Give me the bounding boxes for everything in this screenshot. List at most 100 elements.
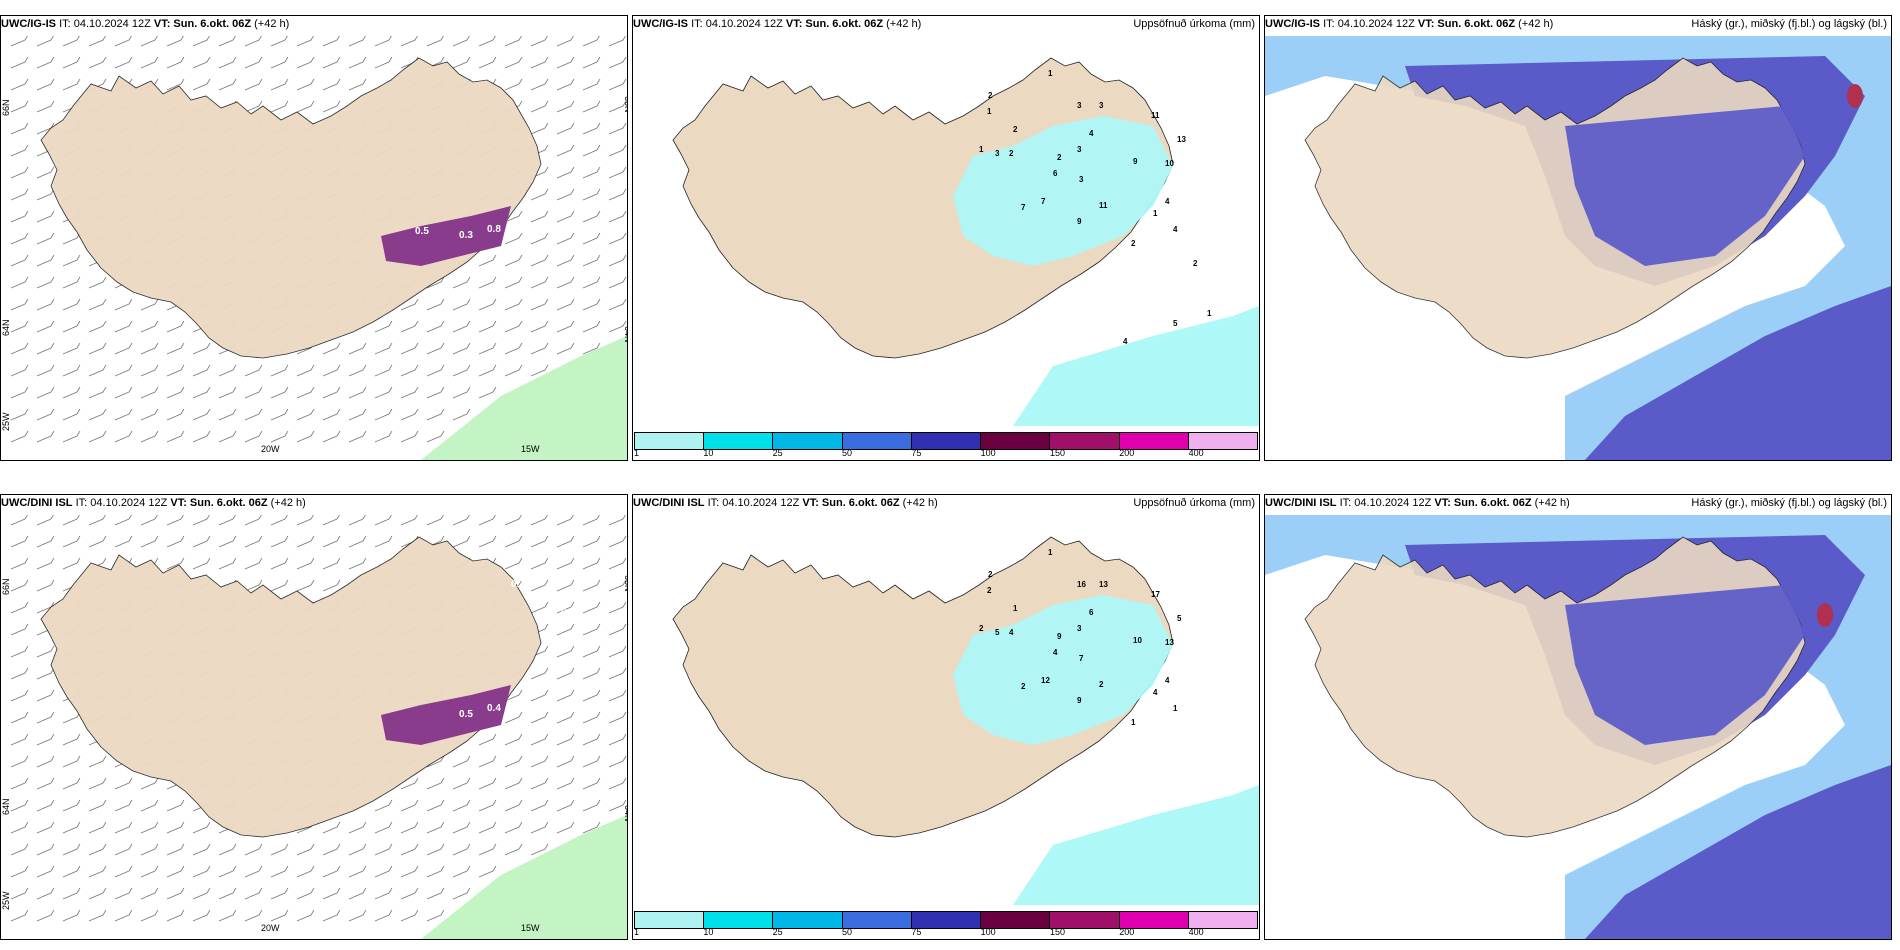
precip-value: 9 — [1077, 217, 1082, 226]
lead-time: (+42 h) — [902, 497, 938, 509]
precip-value: 3 — [1079, 175, 1084, 184]
precip-value: 5 — [1177, 614, 1182, 623]
precip-value: 0.5 — [415, 226, 429, 237]
precip-value: 2 — [1021, 682, 1026, 691]
panel-field-title: Uppsöfnuð úrkoma (mm) — [1133, 497, 1255, 509]
colorbar-tick: 150 — [1049, 448, 1065, 458]
precip-value: 2 — [1013, 125, 1018, 134]
precip-value: 1 — [979, 145, 984, 154]
precip-value: 16 — [1077, 580, 1086, 589]
precip-value: 1 — [987, 107, 992, 116]
precip-value: 2 — [1131, 239, 1136, 248]
colorbar-swatch — [1119, 912, 1189, 928]
axis-label-lon: 20W — [261, 444, 280, 454]
precip-value: 17 — [1151, 590, 1160, 599]
map-panel-precip: UWC/DINI ISL IT: 04.10.2024 12Z VT: Sun.… — [632, 494, 1260, 940]
colorbar-swatch — [911, 433, 982, 449]
precip-purple-area — [381, 685, 511, 745]
precip-value: 0.3 — [459, 230, 473, 241]
precip-value: 0.9 — [561, 607, 575, 618]
colorbar-tick: 1 — [634, 448, 640, 458]
colorbar-tick: 25 — [772, 927, 783, 937]
axis-label-lat-right: 64N — [623, 805, 627, 822]
precip-colorbar: 1 10 25 50 75 100 150 200 400 — [633, 424, 1259, 460]
precip-area — [1013, 785, 1259, 905]
axis-label-lat-right: 66N — [623, 575, 627, 592]
panel-header: UWC/DINI ISL IT: 04.10.2024 12Z VT: Sun.… — [1, 497, 627, 515]
lead-time: (+42 h) — [270, 497, 306, 509]
mid-cloud-area — [1585, 765, 1891, 939]
colorbar-swatch — [773, 433, 843, 449]
precip-value: 4 — [1165, 676, 1170, 685]
axis-label-lat: 66N — [1, 578, 11, 595]
precip-value: 5 — [995, 628, 1000, 637]
init-time: IT: 04.10.2024 12Z — [691, 18, 783, 30]
colorbar-swatch — [1050, 912, 1120, 928]
valid-time: VT: Sun. 6.okt. 06Z — [153, 18, 252, 30]
map-panel-cloud: UWC/DINI ISL IT: 04.10.2024 12Z VT: Sun.… — [1264, 494, 1892, 940]
panel-field-title: Háský (gr.), miðský (fj.bl.) og lágský (… — [1691, 18, 1887, 30]
precip-value: 3 — [1077, 145, 1082, 154]
precip-value: 10 — [1133, 636, 1142, 645]
colorbar-swatch — [981, 433, 1051, 449]
colorbar-swatch — [842, 912, 912, 928]
precip-value: 1 — [1207, 309, 1212, 318]
precip-value: 4 — [1153, 688, 1158, 697]
colorbar-tick: 400 — [1188, 448, 1204, 458]
mid-cloud-area — [1565, 585, 1805, 745]
precip-value: 3 — [1077, 101, 1082, 110]
precip-value: 9 — [1077, 696, 1082, 705]
axis-label-lat: 64N — [1, 319, 11, 336]
colorbar-swatch — [1050, 433, 1120, 449]
lead-time: (+42 h) — [254, 18, 290, 30]
axis-label-lat: 25W — [1, 412, 11, 431]
precip-value: 2 — [1193, 259, 1198, 268]
model-name: UWC/DINI ISL — [1265, 497, 1337, 509]
precip-value: 13 — [1099, 580, 1108, 589]
colorbar-tick: 1 — [634, 927, 640, 937]
colorbar-swatch — [704, 433, 774, 449]
map-canvas: 0.5 0.3 0.8 20W 15W 66N 64N 25W 66N 64N — [1, 36, 627, 460]
iceland-landmass — [40, 536, 542, 838]
colorbar-swatch — [842, 433, 912, 449]
colorbar-tick: 50 — [841, 448, 852, 458]
axis-label-lon: 15W — [521, 923, 540, 933]
precip-value: 2 — [988, 570, 993, 579]
precip-value: 2 — [979, 624, 984, 633]
iceland-landmass — [40, 57, 542, 359]
precip-colorbar: 1 10 25 50 75 100 150 200 400 — [633, 903, 1259, 939]
mid-cloud-area — [1565, 106, 1805, 266]
lead-time: (+42 h) — [1518, 18, 1554, 30]
precip-area — [953, 595, 1173, 745]
valid-time: VT: Sun. 6.okt. 06Z — [785, 18, 884, 30]
map-panel-wind: UWC/IG-IS IT: 04.10.2024 12Z VT: Sun. 6.… — [0, 15, 628, 461]
map-panel-precip: UWC/IG-IS IT: 04.10.2024 12Z VT: Sun. 6.… — [632, 15, 1260, 461]
axis-label-lat: 25W — [1, 891, 11, 910]
colorbar-swatch — [1188, 912, 1257, 928]
colorbar-tick: 10 — [703, 927, 714, 937]
colorbar-tick: 100 — [980, 448, 996, 458]
panel-field-title: Uppsöfnuð úrkoma (mm) — [1133, 18, 1255, 30]
precip-purple-area — [381, 206, 511, 266]
precip-value: 4 — [1089, 129, 1094, 138]
precip-area — [953, 116, 1173, 266]
map-canvas — [1265, 515, 1891, 939]
map-canvas: 0.9 0.5 0.4 0.7 20W 15W 66N 64N 25W 66N 64N — [1, 515, 627, 939]
map-panel-wind: UWC/DINI ISL IT: 04.10.2024 12Z VT: Sun.… — [0, 494, 628, 940]
precip-value: 3 — [1099, 101, 1104, 110]
precip-value: 11 — [1151, 111, 1160, 120]
precip-value: 0.5 — [459, 709, 473, 720]
precip-value: 13 — [1177, 135, 1186, 144]
precip-area — [1013, 306, 1259, 426]
precip-value: 1 — [1131, 718, 1136, 727]
snow-area — [421, 336, 627, 460]
panel-header: UWC/IG-IS IT: 04.10.2024 12Z VT: Sun. 6.… — [1265, 18, 1891, 36]
precip-value: 1 — [1153, 209, 1158, 218]
precip-value: 2 — [988, 91, 993, 100]
panel-field-title: Háský (gr.), miðský (fj.bl.) og lágský (… — [1691, 497, 1887, 509]
panel-header: UWC/IG-IS IT: 04.10.2024 12Z VT: Sun. 6.… — [1, 18, 627, 36]
model-name: UWC/IG-IS — [1265, 18, 1320, 30]
init-time: IT: 04.10.2024 12Z — [59, 18, 151, 30]
